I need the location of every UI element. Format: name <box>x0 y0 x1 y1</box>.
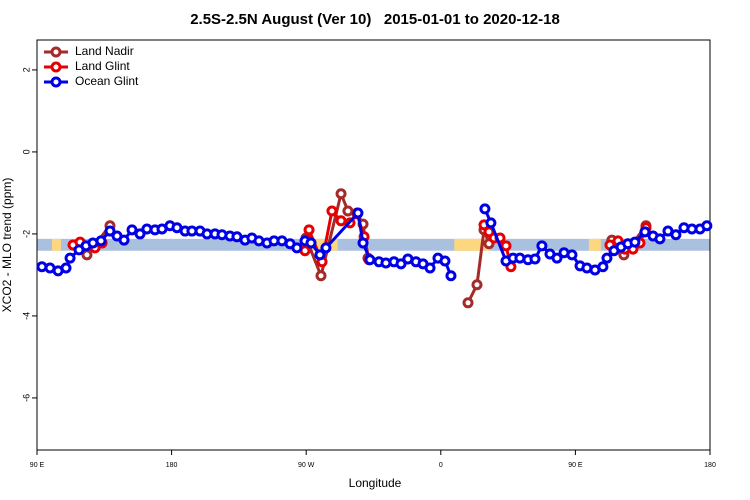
data-point <box>60 262 72 274</box>
data-point <box>342 205 354 217</box>
legend-marker <box>50 76 62 88</box>
data-point <box>315 270 327 282</box>
x-tick-label: 90 W <box>298 462 315 469</box>
data-point <box>305 237 317 249</box>
data-point <box>551 252 563 264</box>
y-tick-label: -4 <box>21 312 31 320</box>
plot-frame <box>36 39 711 451</box>
data-point <box>701 220 713 232</box>
data-point <box>439 255 451 267</box>
legend-label: Land Glint <box>75 59 130 73</box>
data-point <box>326 205 338 217</box>
legend-label: Land Nadir <box>75 44 134 58</box>
land-segment <box>454 238 491 251</box>
data-point <box>566 249 578 261</box>
y-tick-label: 0 <box>21 149 31 154</box>
data-point <box>471 279 483 291</box>
data-point <box>64 252 76 264</box>
data-point <box>479 203 491 215</box>
x-axis-label: Longitude <box>349 476 402 490</box>
data-point <box>629 236 641 248</box>
x-tick-label: 0 <box>439 462 443 469</box>
land-segment <box>588 238 601 251</box>
series-line <box>466 229 491 304</box>
data-point <box>500 240 512 252</box>
legend-marker <box>50 46 62 58</box>
data-point <box>126 224 138 236</box>
data-point <box>81 249 93 261</box>
land-segment <box>300 238 338 251</box>
y-tick-label: 2 <box>21 67 31 72</box>
legend-label: Ocean Glint <box>75 74 139 88</box>
x-tick-label: 90 E <box>30 462 45 469</box>
data-point <box>445 270 457 282</box>
x-tick-label: 180 <box>166 462 178 469</box>
data-point <box>335 215 347 227</box>
data-point <box>654 233 666 245</box>
data-point <box>395 258 407 270</box>
data-point <box>118 234 130 246</box>
y-axis-label: XCO2 - MLO trend (ppm) <box>0 178 14 313</box>
x-tick-label: 90 E <box>568 462 583 469</box>
data-point <box>134 228 146 240</box>
data-point <box>639 226 651 238</box>
data-point <box>291 242 303 254</box>
data-point <box>95 235 107 247</box>
data-point <box>597 261 609 273</box>
data-point <box>536 240 548 252</box>
x-tick-label: 180 <box>704 462 716 469</box>
chart-title: 2.5S-2.5N August (Ver 10) 2015-01-01 to … <box>190 11 560 28</box>
data-point <box>364 254 376 266</box>
data-point <box>485 217 497 229</box>
data-point <box>357 237 369 249</box>
data-point <box>303 224 315 236</box>
y-tick-label: -6 <box>21 394 31 402</box>
data-point <box>529 253 541 265</box>
data-point <box>670 229 682 241</box>
data-point <box>352 207 364 219</box>
data-point <box>104 225 116 237</box>
data-point <box>601 252 613 264</box>
data-point <box>335 188 347 200</box>
reference-band <box>37 238 710 251</box>
data-point <box>424 262 436 274</box>
data-point <box>462 297 474 309</box>
legend-marker <box>50 61 62 73</box>
y-tick-label: -2 <box>21 230 31 238</box>
data-point <box>314 249 326 261</box>
data-point <box>320 242 332 254</box>
land-segment <box>51 238 61 251</box>
